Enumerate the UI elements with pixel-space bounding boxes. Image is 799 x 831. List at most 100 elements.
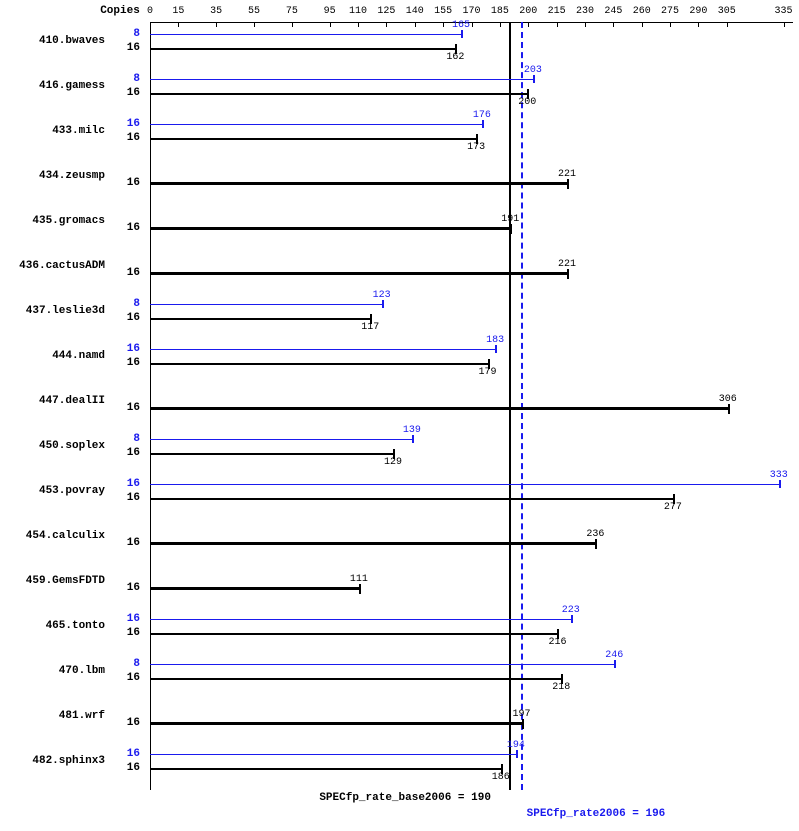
base-value: 191: [501, 214, 519, 225]
base-copies: 16: [120, 177, 140, 189]
x-tick-label: 55: [248, 6, 260, 17]
x-tick-label: 290: [689, 6, 707, 17]
base-copies: 16: [120, 672, 140, 684]
peak-bar: [150, 484, 780, 485]
peak-bar: [150, 124, 483, 125]
benchmark-label: 450.soplex: [5, 440, 105, 452]
x-tick-label: 95: [324, 6, 336, 17]
peak-bar: [150, 79, 534, 80]
x-tick: [670, 22, 671, 27]
x-tick: [613, 22, 614, 27]
x-tick: [216, 22, 217, 27]
base-bar: [150, 138, 477, 140]
base-bar: [150, 227, 511, 230]
base-copies: 16: [120, 582, 140, 594]
peakline-label: SPECfp_rate2006 = 196: [527, 808, 666, 820]
x-tick: [330, 22, 331, 27]
x-tick: [254, 22, 255, 27]
base-value: 179: [479, 367, 497, 378]
benchmark-label: 453.povray: [5, 485, 105, 497]
x-tick: [415, 22, 416, 27]
base-bar: [150, 453, 394, 455]
base-bar: [150, 182, 568, 185]
base-bar-end: [728, 404, 730, 414]
peak-copies: 8: [120, 298, 140, 310]
benchmark-label: 459.GemsFDTD: [5, 575, 105, 587]
x-tick: [557, 22, 558, 27]
benchmark-label: 433.milc: [5, 125, 105, 137]
base-copies: 16: [120, 537, 140, 549]
x-tick-label: 335: [775, 6, 793, 17]
peak-bar: [150, 304, 383, 305]
peak-bar-end: [571, 615, 573, 623]
peak-copies: 16: [120, 478, 140, 490]
base-bar-end: [567, 269, 569, 279]
benchmark-label: 447.dealII: [5, 395, 105, 407]
base-copies: 16: [120, 492, 140, 504]
x-tick-label: 260: [633, 6, 651, 17]
x-tick-label: 245: [604, 6, 622, 17]
x-tick: [472, 22, 473, 27]
peak-bar-end: [412, 435, 414, 443]
benchmark-label: 482.sphinx3: [5, 755, 105, 767]
base-value: 221: [558, 259, 576, 270]
peak-bar-end: [382, 300, 384, 308]
peak-copies: 16: [120, 613, 140, 625]
peak-value: 203: [524, 65, 542, 76]
base-copies: 16: [120, 267, 140, 279]
base-value: 117: [361, 322, 379, 333]
benchmark-label: 470.lbm: [5, 665, 105, 677]
base-copies: 16: [120, 402, 140, 414]
peak-bar-end: [614, 660, 616, 668]
x-tick: [784, 22, 785, 27]
benchmark-label: 444.namd: [5, 350, 105, 362]
peak-copies: 16: [120, 118, 140, 130]
x-tick: [698, 22, 699, 27]
peak-copies: 16: [120, 748, 140, 760]
x-tick: [292, 22, 293, 27]
base-bar: [150, 587, 360, 590]
peak-bar-end: [482, 120, 484, 128]
peak-value: 194: [507, 740, 525, 751]
base-copies: 16: [120, 447, 140, 459]
base-value: 216: [548, 637, 566, 648]
base-value: 162: [446, 52, 464, 63]
base-copies: 16: [120, 762, 140, 774]
peak-bar-end: [533, 75, 535, 83]
base-value: 186: [492, 772, 510, 783]
base-value: 111: [350, 574, 368, 585]
x-tick-label: 140: [406, 6, 424, 17]
x-tick-label: 170: [462, 6, 480, 17]
peak-value: 165: [452, 20, 470, 31]
base-copies: 16: [120, 717, 140, 729]
peak-bar-end: [779, 480, 781, 488]
x-tick: [500, 22, 501, 27]
peak-copies: 8: [120, 28, 140, 40]
base-bar: [150, 272, 568, 275]
x-tick-label: 185: [491, 6, 509, 17]
base-bar: [150, 678, 562, 680]
peak-value: 246: [605, 650, 623, 661]
base-copies: 16: [120, 87, 140, 99]
peak-bar-end: [461, 30, 463, 38]
base-value: 173: [467, 142, 485, 153]
base-value: 197: [513, 709, 531, 720]
base-bar: [150, 363, 489, 365]
base-value: 218: [552, 682, 570, 693]
x-tick-label: 230: [576, 6, 594, 17]
base-bar: [150, 318, 371, 320]
x-tick-label: 110: [349, 6, 367, 17]
x-tick-label: 305: [718, 6, 736, 17]
peak-bar: [150, 349, 496, 350]
x-tick-label: 75: [286, 6, 298, 17]
peak-bar: [150, 664, 615, 665]
base-value: 200: [518, 97, 536, 108]
base-bar-end: [510, 224, 512, 234]
base-copies: 16: [120, 222, 140, 234]
x-tick: [642, 22, 643, 27]
peak-value: 139: [403, 425, 421, 436]
x-tick-label: 275: [661, 6, 679, 17]
base-bar-end: [522, 719, 524, 729]
base-bar: [150, 498, 674, 500]
peak-value: 183: [486, 335, 504, 346]
